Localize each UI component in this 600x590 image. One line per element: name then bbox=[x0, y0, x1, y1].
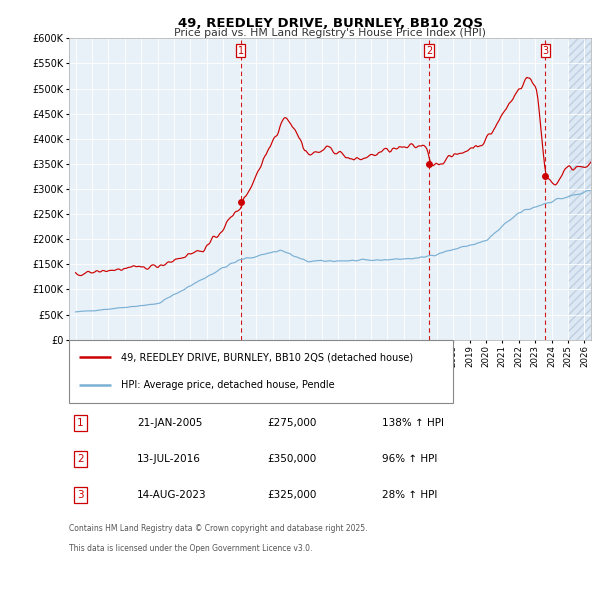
Text: HPI: Average price, detached house, Pendle: HPI: Average price, detached house, Pend… bbox=[121, 380, 335, 390]
Text: £275,000: £275,000 bbox=[268, 418, 317, 428]
Text: Contains HM Land Registry data © Crown copyright and database right 2025.: Contains HM Land Registry data © Crown c… bbox=[69, 524, 367, 533]
Text: 28% ↑ HPI: 28% ↑ HPI bbox=[382, 490, 437, 500]
Bar bbox=[568, 38, 591, 340]
Text: Price paid vs. HM Land Registry's House Price Index (HPI): Price paid vs. HM Land Registry's House … bbox=[174, 28, 486, 38]
Text: £325,000: £325,000 bbox=[268, 490, 317, 500]
Text: £350,000: £350,000 bbox=[268, 454, 317, 464]
Text: 49, REEDLEY DRIVE, BURNLEY, BB10 2QS: 49, REEDLEY DRIVE, BURNLEY, BB10 2QS bbox=[178, 17, 482, 30]
Text: 138% ↑ HPI: 138% ↑ HPI bbox=[382, 418, 444, 428]
Text: 2: 2 bbox=[426, 46, 432, 56]
Text: 21-JAN-2005: 21-JAN-2005 bbox=[137, 418, 202, 428]
Text: 1: 1 bbox=[77, 418, 84, 428]
Text: 96% ↑ HPI: 96% ↑ HPI bbox=[382, 454, 437, 464]
FancyBboxPatch shape bbox=[69, 340, 452, 403]
Text: 14-AUG-2023: 14-AUG-2023 bbox=[137, 490, 206, 500]
Text: 3: 3 bbox=[77, 490, 84, 500]
Text: 2: 2 bbox=[77, 454, 84, 464]
Text: 3: 3 bbox=[542, 46, 548, 56]
Text: 13-JUL-2016: 13-JUL-2016 bbox=[137, 454, 201, 464]
Text: 1: 1 bbox=[238, 46, 244, 56]
Text: This data is licensed under the Open Government Licence v3.0.: This data is licensed under the Open Gov… bbox=[69, 544, 313, 553]
Text: 49, REEDLEY DRIVE, BURNLEY, BB10 2QS (detached house): 49, REEDLEY DRIVE, BURNLEY, BB10 2QS (de… bbox=[121, 352, 413, 362]
